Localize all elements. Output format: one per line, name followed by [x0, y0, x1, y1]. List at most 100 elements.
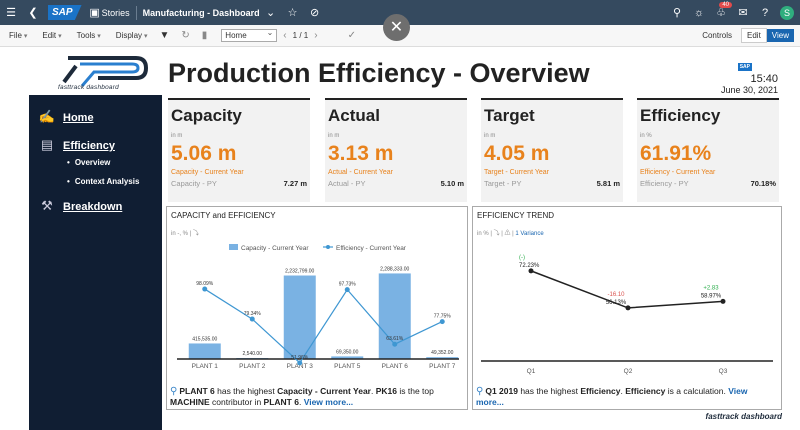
page-title: Production Efficiency - Overview — [168, 58, 590, 88]
kpi-py: Capacity - PY 7.27 m — [171, 179, 307, 188]
drill-icon[interactable]: ⤵ — [192, 231, 199, 237]
kpi-py-label: Actual - PY — [328, 179, 366, 188]
kpi-py-label: Efficiency - PY — [640, 179, 689, 188]
trend-label: 58.97% — [701, 293, 722, 299]
x-tick-label: Q2 — [624, 368, 633, 375]
kpi-target[interactable]: Target in m 4.05 m Target - Current Year… — [481, 98, 623, 202]
view-more-link[interactable]: View more... — [476, 386, 748, 407]
menu-icon[interactable]: ☰ — [6, 7, 16, 19]
kpi-title: Efficiency — [640, 106, 721, 125]
prev-page-icon[interactable]: ‹ — [283, 30, 287, 41]
next-page-icon[interactable]: › — [314, 30, 318, 41]
kpi-py-value: 5.10 m — [440, 179, 464, 188]
lightbulb-icon[interactable]: ☼ — [693, 6, 705, 19]
insight-measure: Efficiency — [580, 386, 621, 396]
x-tick-label: PLANT 3 — [287, 363, 314, 370]
view-button[interactable]: View — [766, 29, 794, 42]
line-point — [392, 341, 398, 347]
insight-text: . — [298, 397, 304, 407]
x-tick-label: PLANT 1 — [192, 363, 219, 370]
chart-unit: in % — [477, 231, 489, 237]
sidebar: ✍ Home ▤ Efficiency Overview Context Ana… — [29, 95, 162, 430]
stories-icon: ▣ — [89, 7, 100, 19]
warning-icon[interactable]: ⚠ — [504, 231, 511, 237]
refresh-icon[interactable]: ↻ — [181, 30, 190, 41]
back-icon[interactable]: ❮ — [28, 7, 38, 19]
efficiency-trend-chart[interactable]: EFFICIENCY TREND in % | ⤵ | ⚠ | 1 Varian… — [472, 206, 782, 410]
sidebar-item-label[interactable]: Home — [63, 112, 94, 124]
kpi-capacity[interactable]: Capacity in m 5.06 m Capacity - Current … — [168, 98, 310, 202]
sidebar-item-label[interactable]: Efficiency — [63, 140, 115, 152]
bar-label: 2,232,799.00 — [285, 269, 314, 275]
sap-badge: SAP — [737, 63, 752, 71]
kpi-py-label: Capacity - PY — [171, 179, 217, 188]
search-icon[interactable]: ⚲ — [672, 7, 682, 19]
kpi-value: 61.91% — [640, 142, 712, 165]
sidebar-item-label[interactable]: Breakdown — [63, 201, 123, 213]
kpi-actual[interactable]: Actual in m 3.13 m Actual - Current Year… — [325, 98, 467, 202]
toolbar-right: Controls Edit View — [697, 28, 800, 43]
menu-tools[interactable]: Tools — [77, 31, 101, 40]
story-title[interactable]: Manufacturing - Dashboard — [142, 7, 260, 18]
sidebar-item-efficiency[interactable]: ▤ Efficiency — [37, 137, 162, 155]
insight-right: ⚲ Q1 2019 has the highest Efficiency. Eff… — [476, 386, 776, 408]
bar — [188, 343, 221, 359]
view-more-link[interactable]: View more... — [303, 397, 354, 407]
chat-icon[interactable]: ✉ — [738, 7, 748, 19]
help-icon[interactable]: ? — [761, 6, 769, 19]
kpi-py: Target - PY 5.81 m — [484, 179, 620, 188]
chart-icon: ▤ — [40, 137, 54, 152]
footer-logo: fasttrack dashboard — [705, 412, 782, 421]
page-select[interactable]: Home — [221, 28, 278, 42]
bar-label: 415,535.00 — [192, 336, 217, 342]
stories-link[interactable]: Stories — [101, 7, 130, 18]
drill-icon[interactable]: ⤵ — [493, 231, 500, 237]
notification-icon[interactable]: ♧ 40 — [710, 2, 732, 19]
lightbulb-icon: ⚲ — [476, 386, 484, 397]
star-icon[interactable]: ☆ — [287, 7, 298, 19]
chevron-down-icon[interactable]: ⌄ — [265, 7, 276, 19]
menu-file[interactable]: File — [9, 31, 27, 40]
trend-point — [720, 298, 726, 304]
bar — [283, 275, 316, 359]
sap-logo[interactable]: SAP — [48, 5, 82, 20]
efficiency-trend-line — [530, 270, 724, 309]
kpi-title: Target — [484, 106, 535, 125]
x-tick-label: PLANT 6 — [382, 363, 409, 370]
cancel-icon[interactable]: ⊘ — [309, 7, 320, 19]
sidebar-item-breakdown[interactable]: ⚒ Breakdown — [37, 198, 162, 216]
variance-label: (-) — [519, 255, 525, 261]
fasttrack-logo — [62, 56, 148, 87]
kpi-py-value: 7.27 m — [283, 179, 307, 188]
kpi-py-value: 70.18% — [750, 179, 776, 188]
bookmark-icon[interactable]: ▮ — [201, 30, 208, 41]
menu-display[interactable]: Display — [116, 31, 148, 40]
menu-edit[interactable]: Edit — [42, 31, 61, 40]
edit-button[interactable]: Edit — [741, 28, 767, 43]
kpi-py: Efficiency - PY 70.18% — [640, 179, 776, 188]
divider — [135, 5, 137, 20]
x-tick-label: PLANT 7 — [429, 363, 456, 370]
avatar[interactable]: S — [780, 5, 794, 20]
close-icon[interactable]: ✕ — [383, 14, 410, 41]
capacity-efficiency-chart[interactable]: CAPACITY and EFFICIENCY in -, % | ⤵ Capa… — [166, 206, 468, 410]
insight-left: ⚲ PLANT 6 has the highest Capacity - Curr… — [170, 386, 466, 408]
clock-time: 15:40 — [750, 73, 778, 85]
sidebar-item-overview[interactable]: Overview — [67, 158, 162, 167]
legend-swatch-bar — [229, 244, 238, 250]
sidebar-item-home[interactable]: ✍ Home — [37, 109, 162, 127]
sidebar-item-context-analysis[interactable]: Context Analysis — [67, 177, 162, 186]
insight-pk: PK16 — [375, 386, 397, 396]
filter-icon[interactable]: ▼ — [159, 30, 170, 41]
clock-date: June 30, 2021 — [720, 85, 778, 95]
variance-link[interactable]: 1 Variance — [515, 231, 544, 237]
check-icon[interactable]: ✓ — [347, 30, 356, 41]
kpi-py-value: 5.81 m — [596, 179, 620, 188]
line-point — [202, 286, 208, 292]
controls-button[interactable]: Controls — [702, 31, 732, 40]
insight-measure: Efficiency — [625, 386, 666, 396]
line-point — [249, 316, 255, 322]
kpi-efficiency[interactable]: Efficiency in % 61.91% Efficiency - Curr… — [637, 98, 779, 202]
bar-label: 49,352.00 — [431, 350, 453, 356]
notification-badge: 40 — [719, 2, 732, 8]
